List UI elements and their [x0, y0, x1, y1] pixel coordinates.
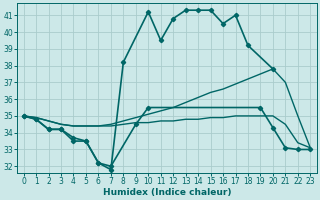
X-axis label: Humidex (Indice chaleur): Humidex (Indice chaleur) — [103, 188, 231, 197]
